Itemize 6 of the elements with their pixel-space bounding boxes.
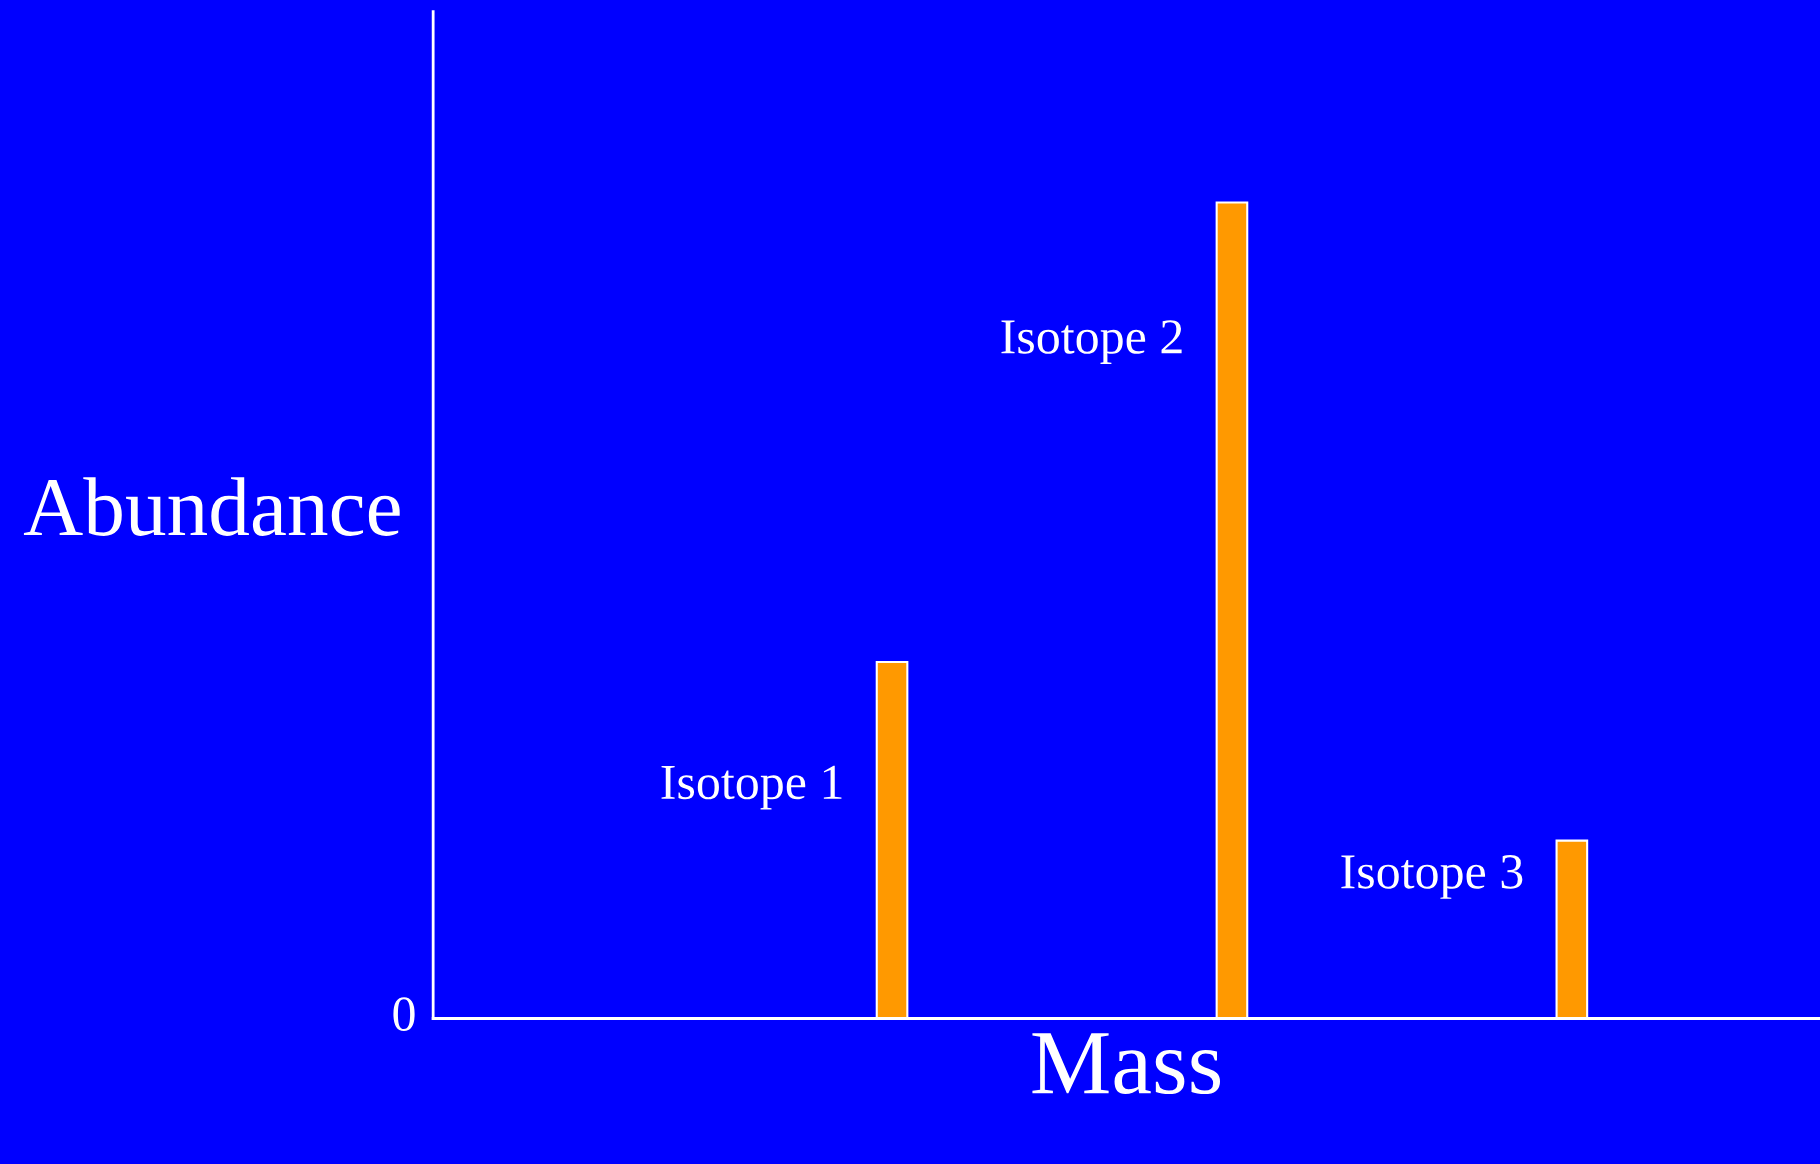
annotation: Isotope 3	[1341, 855, 1523, 899]
annotation: Isotope 1	[661, 765, 842, 810]
x-axis-title: Mass	[1032, 1033, 1221, 1095]
y-axis-title: Abundance	[23, 477, 400, 536]
annotation: Isotope 2	[1001, 320, 1182, 364]
text: 0	[393, 997, 415, 1032]
